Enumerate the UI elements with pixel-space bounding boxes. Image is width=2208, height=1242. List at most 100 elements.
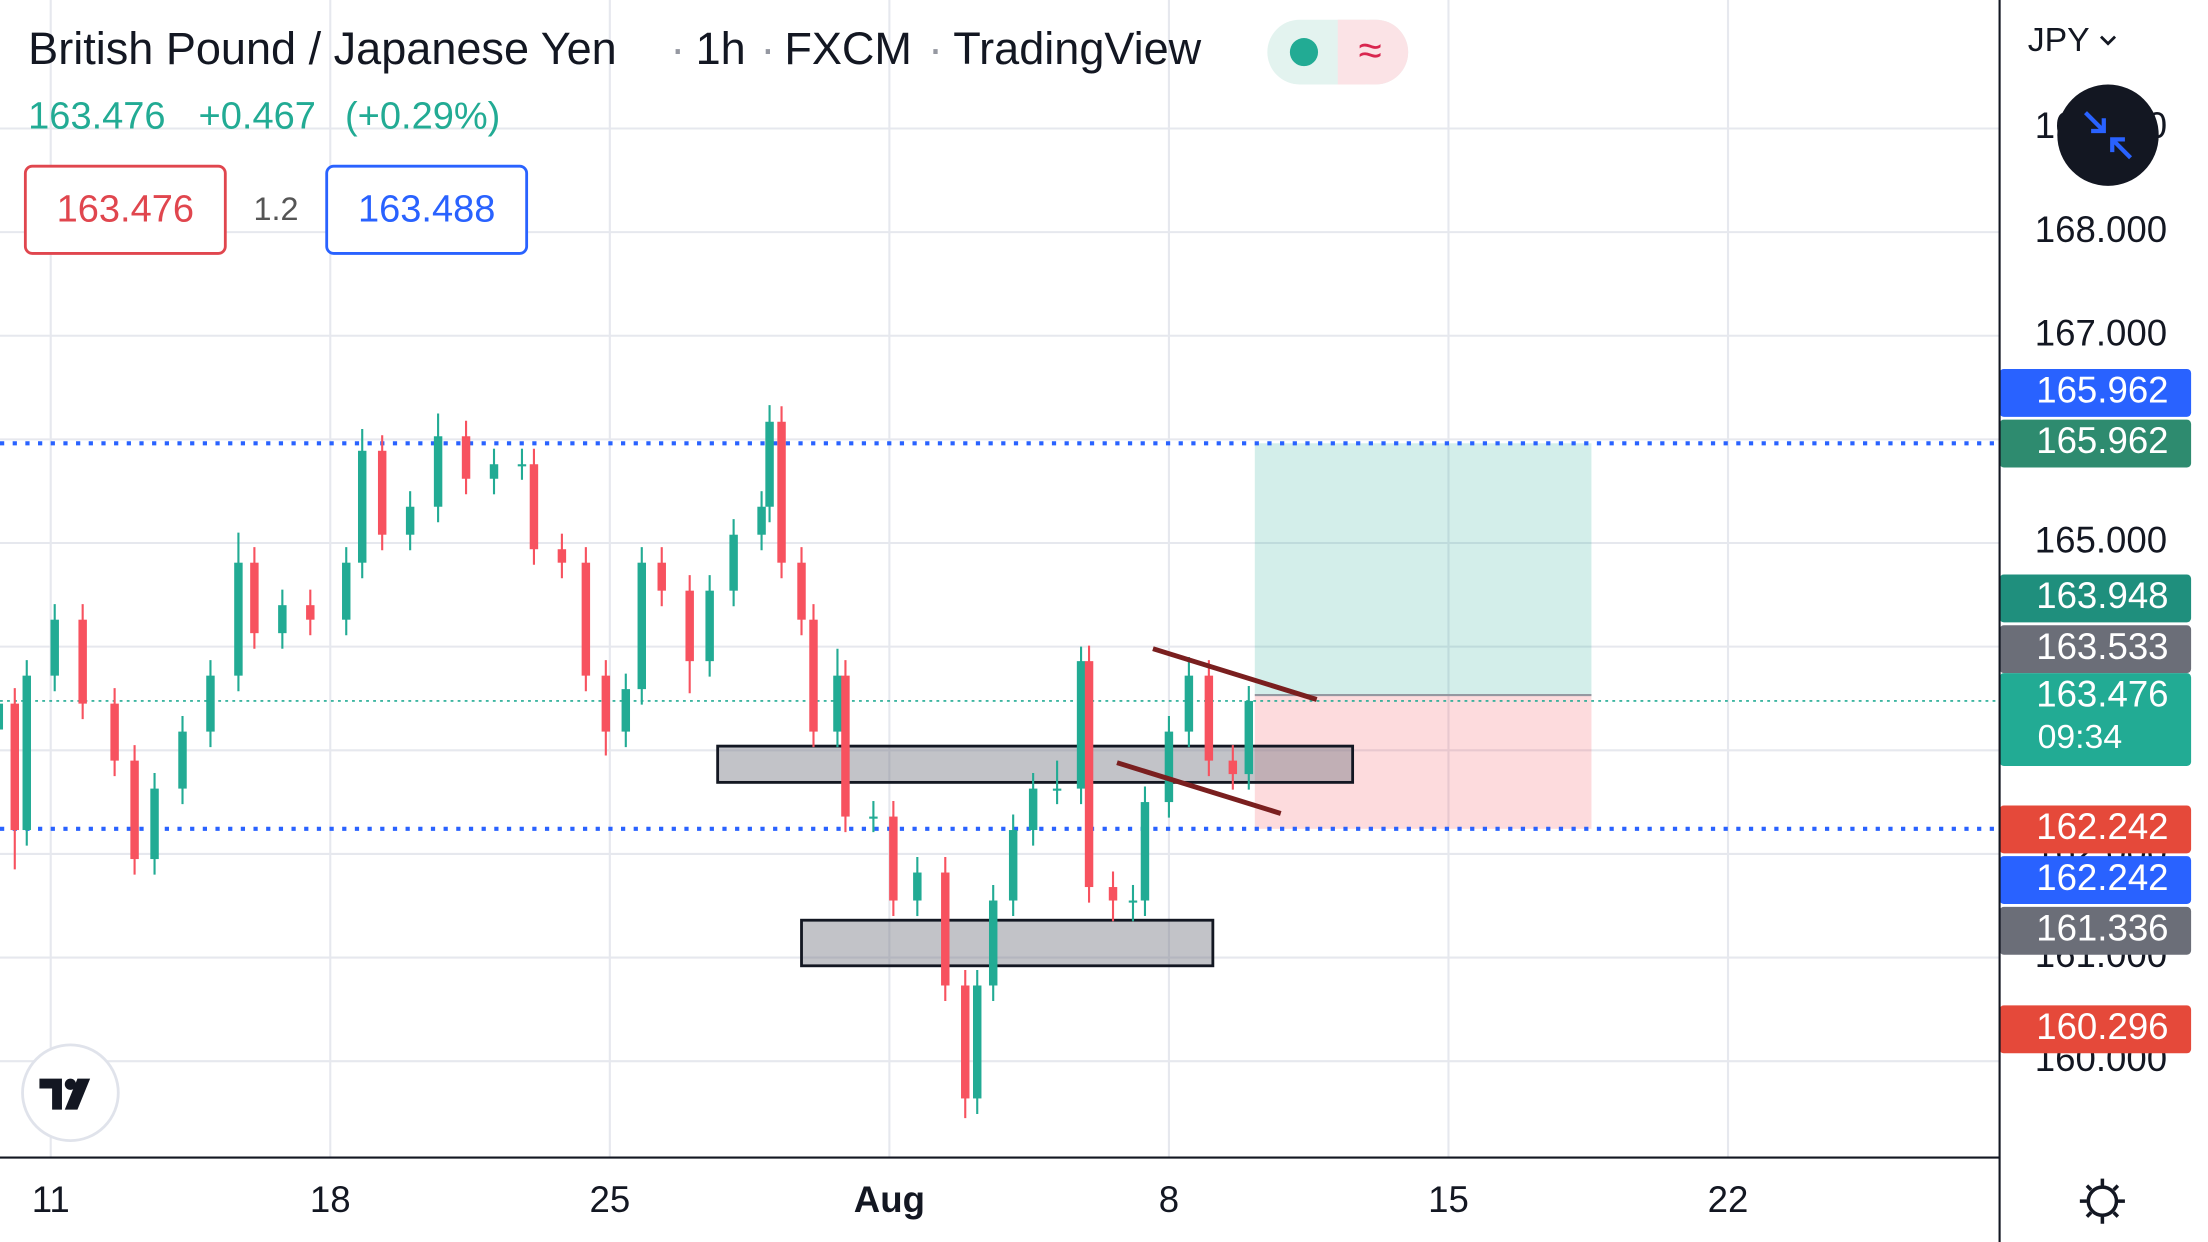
logo-mark (39, 1078, 91, 1110)
price-badge-label: 162.242 (2036, 806, 2168, 847)
candle-body (765, 421, 774, 507)
plot-area (0, 405, 2000, 1119)
y-tick-label: 165.000 (2035, 520, 2167, 561)
tv-logo[interactable] (21, 1043, 120, 1143)
price-badge-label: 160.296 (2036, 1006, 2168, 1047)
candle-body (1244, 700, 1254, 775)
bid: 163.476 (57, 188, 194, 230)
price-badge (1999, 1005, 2192, 1054)
candle-body (405, 506, 415, 535)
candle-body (1184, 675, 1194, 732)
buy-button[interactable] (325, 164, 529, 255)
exchange: FXCM (784, 23, 912, 74)
price-badge-label: 163.948 (2036, 575, 2168, 616)
price-badge-label: 163.476 (2036, 674, 2168, 715)
price-badge-label: 163.533 (2036, 626, 2168, 667)
candle-body (657, 562, 666, 591)
candle-body (1204, 675, 1214, 761)
candle-body (529, 464, 539, 550)
candle-body (1008, 830, 1018, 901)
price-badge (1999, 856, 2192, 905)
candle-body (10, 703, 20, 831)
x-tick-label: 25 (589, 1179, 630, 1220)
candle-body (685, 590, 694, 662)
candle-body (433, 436, 443, 507)
x-tick-label: 15 (1428, 1179, 1469, 1220)
collapse-button[interactable] (2057, 84, 2159, 186)
candle-body (833, 675, 842, 732)
candle-body (250, 562, 259, 634)
candle-body (206, 675, 215, 732)
candle-body (1052, 788, 1062, 791)
change-pct: (+0.29%) (345, 95, 500, 137)
price-badge (1999, 906, 2192, 955)
candle-body (777, 421, 786, 563)
x-tick-label: 8 (1159, 1179, 1179, 1220)
price-badge (1999, 673, 2192, 767)
price-badge (1999, 368, 2192, 417)
countdown: 09:34 (2038, 718, 2123, 756)
open-dot (1289, 38, 1319, 67)
candle-body (1228, 760, 1238, 775)
candle-body (941, 872, 950, 986)
interval[interactable]: 1h (696, 23, 746, 74)
change: +0.467 (199, 95, 316, 137)
gear (2086, 1185, 2119, 1218)
x-tick-label: 18 (310, 1179, 351, 1220)
candle-body (913, 872, 922, 901)
price-badge-label: 165.962 (2036, 420, 2168, 461)
candle-body (22, 675, 31, 831)
y-tick-label: 167.000 (2035, 312, 2167, 353)
candle-body (1076, 661, 1086, 789)
candle-body (809, 619, 818, 732)
price-badge (1999, 419, 2192, 468)
price-badge-label: 161.336 (2036, 907, 2168, 948)
header: British Pound / Japanese Yen · 1h · FXCM… (23, 19, 1409, 255)
candle-body (621, 689, 631, 732)
position-target (1254, 443, 1592, 696)
spread: 1.2 (253, 191, 298, 227)
price-badge-label: 165.962 (2036, 370, 2168, 411)
candle-body (234, 562, 243, 676)
candle-body (869, 816, 878, 819)
price-axis: 160.000161.000162.000163.000164.000165.0… (1999, 105, 2192, 1079)
candle-body (130, 760, 139, 860)
position-stop (1254, 695, 1592, 829)
candle-body (461, 436, 471, 479)
candle-body (377, 450, 387, 535)
candle-body (150, 788, 159, 860)
candle-body (110, 703, 119, 761)
sell-button[interactable] (23, 164, 227, 255)
candle-body (517, 464, 527, 467)
candle-body (557, 549, 567, 563)
currency[interactable]: JPY (2028, 21, 2090, 59)
collapse-icon (2083, 111, 2133, 160)
candle-body (581, 562, 591, 676)
candle-body (357, 450, 367, 563)
price-badge (1999, 574, 2192, 623)
x-tick-label: 22 (1708, 1179, 1749, 1220)
candle-body (637, 562, 646, 690)
x-tick-label: 11 (32, 1179, 70, 1220)
candle-body (889, 816, 898, 901)
candle-body (729, 534, 738, 591)
market-status[interactable]: ≈ (1267, 19, 1409, 85)
candle-body (278, 605, 287, 634)
zone (716, 744, 1355, 784)
separator: · (760, 23, 775, 74)
chevron (2099, 35, 2117, 46)
candle-body (78, 619, 87, 704)
candle-body (1108, 887, 1118, 901)
zone (800, 918, 1215, 968)
price-badge (1999, 625, 2192, 674)
separator: · (928, 23, 943, 74)
candle-body (178, 731, 187, 789)
wave-icon: ≈ (1359, 27, 1382, 74)
candle-body (961, 985, 970, 1099)
status-pill (1337, 19, 1366, 85)
candle-body (1140, 802, 1150, 901)
candle-body (797, 562, 806, 620)
candle-body (973, 985, 982, 1099)
